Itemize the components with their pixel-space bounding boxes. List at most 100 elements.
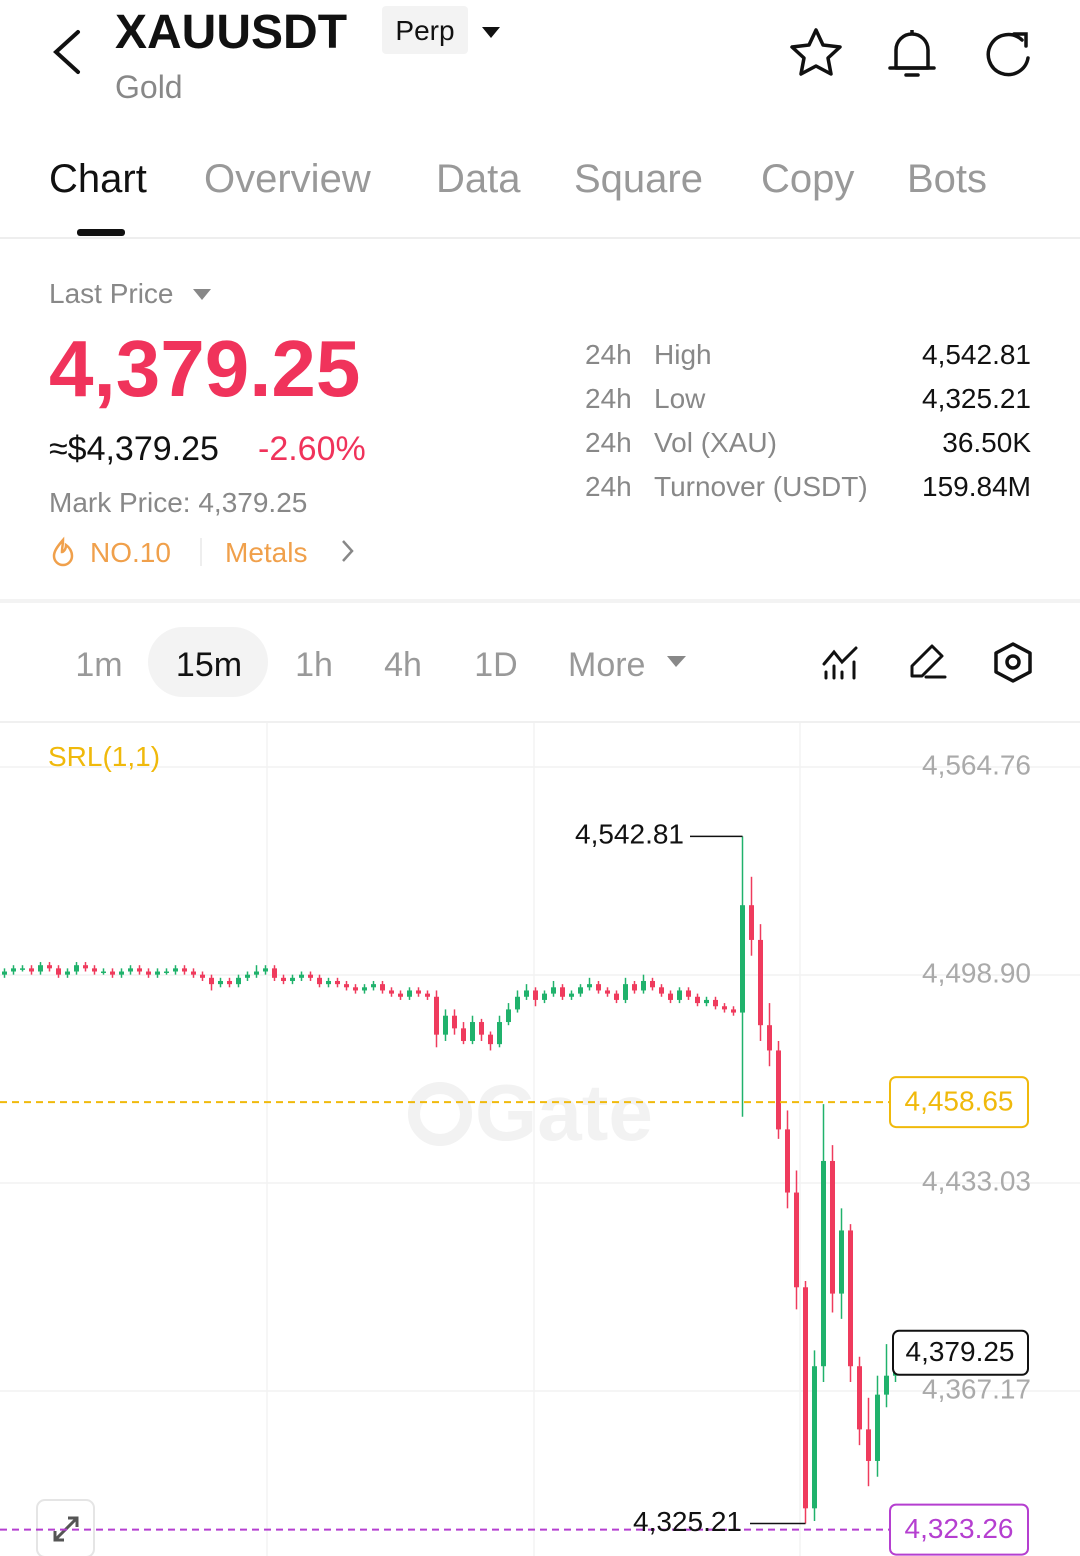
tab[interactable]: Data (436, 157, 521, 201)
candle-body (371, 984, 376, 988)
candle-body (776, 1050, 781, 1130)
tab[interactable]: Copy (761, 157, 854, 201)
back-button[interactable] (53, 30, 80, 74)
y-tick-label: 4,564.76 (922, 749, 1031, 780)
candle-body (533, 990, 538, 1000)
timeframe[interactable]: 15m (176, 646, 242, 684)
candle-body (830, 1160, 835, 1294)
price-type-dropdown[interactable] (193, 289, 211, 300)
candle-body (308, 974, 313, 978)
stat-label: Vol (XAU) (654, 427, 777, 458)
candle-body (362, 987, 367, 991)
candle-body (560, 987, 565, 997)
price-line-box (889, 1503, 1029, 1556)
timeframe[interactable]: 1D (474, 646, 517, 684)
alert-icon[interactable] (888, 30, 936, 77)
candle-body (731, 1009, 736, 1013)
candle-body (767, 1025, 772, 1051)
candle-body (497, 1022, 502, 1045)
candle-body (704, 999, 709, 1004)
high-marker-label: 4,542.81 (575, 819, 684, 850)
candle-body (461, 1028, 466, 1041)
candle-body (668, 993, 673, 1000)
candle-body (695, 996, 700, 1004)
candle-body (542, 993, 547, 1000)
timeframe-more[interactable]: More (568, 646, 645, 684)
candle-body (839, 1230, 844, 1294)
candle-body (857, 1366, 862, 1430)
hot-icon (52, 536, 74, 567)
candle-body (848, 1230, 853, 1367)
tab[interactable]: Chart (49, 157, 147, 201)
price-line-label: 4,323.26 (905, 1513, 1014, 1544)
section-divider (0, 599, 1080, 603)
candle-body (317, 977, 322, 985)
sector[interactable]: Metals (225, 537, 307, 568)
candle-body (92, 968, 97, 972)
candle-body (2, 971, 7, 975)
candle-body (470, 1022, 475, 1041)
more-dropdown[interactable] (667, 656, 686, 667)
candle-body (299, 974, 304, 978)
candle-body (515, 996, 520, 1010)
stat-period: 24h (585, 383, 632, 414)
candle-body (353, 987, 358, 991)
timeframe[interactable]: 4h (384, 646, 422, 684)
timeframe[interactable]: 1h (295, 646, 333, 684)
timeframe[interactable]: 1m (75, 646, 122, 684)
draw-icon[interactable] (910, 644, 947, 679)
candle-body (794, 1192, 799, 1288)
candle-body (434, 996, 439, 1035)
y-tick-label: 4,367.17 (922, 1373, 1031, 1404)
candle-body (155, 971, 160, 975)
candle-body (101, 971, 106, 974)
price-label: Last Price (49, 278, 174, 309)
tab[interactable]: Overview (204, 157, 371, 201)
candle-body (875, 1394, 880, 1461)
price-line-label: 4,458.65 (905, 1085, 1014, 1116)
candle-body (416, 990, 421, 994)
candle-body (182, 968, 187, 972)
candle-body (110, 971, 115, 975)
stat-label: Low (654, 383, 706, 414)
candle-body (551, 987, 556, 994)
candle-body (65, 971, 70, 975)
refresh-icon[interactable] (986, 32, 1030, 77)
candle-body (614, 993, 619, 1000)
candle-body (164, 971, 169, 974)
sector-chevron[interactable] (342, 540, 354, 562)
expand-button[interactable] (36, 1499, 95, 1556)
candle-body (488, 1034, 493, 1045)
candle-body (758, 939, 763, 1026)
candle-body (650, 980, 655, 988)
candle-body (29, 968, 34, 972)
candle-body (128, 968, 133, 972)
watermark-logo (408, 1082, 472, 1146)
approx-price: ≈$4,379.25 (49, 430, 219, 468)
indicator-label: SRL(1,1) (48, 741, 160, 772)
stat-period: 24h (585, 471, 632, 502)
price-line-box (889, 1076, 1029, 1129)
stat-value: 4,542.81 (922, 339, 1031, 370)
candle-body (659, 987, 664, 994)
candle-body (218, 980, 223, 985)
candle-body (569, 993, 574, 997)
candle-body (137, 968, 142, 972)
stat-label: High (654, 339, 712, 370)
tab[interactable]: Square (574, 157, 703, 201)
candle-body (407, 990, 412, 997)
settings-icon[interactable] (994, 642, 1032, 683)
low-marker-label: 4,325.21 (633, 1506, 742, 1537)
candle-body (326, 980, 331, 985)
indicator-icon[interactable] (822, 646, 858, 680)
candle-body (749, 905, 754, 940)
favorite-icon[interactable] (790, 28, 842, 76)
tab[interactable]: Bots (907, 157, 987, 201)
candle-body (20, 968, 25, 970)
rank[interactable]: NO.10 (90, 537, 171, 568)
candle-body (380, 984, 385, 991)
symbol-dropdown[interactable] (482, 27, 500, 38)
vertical-grid (266, 723, 801, 1556)
candle-body (740, 905, 745, 1013)
